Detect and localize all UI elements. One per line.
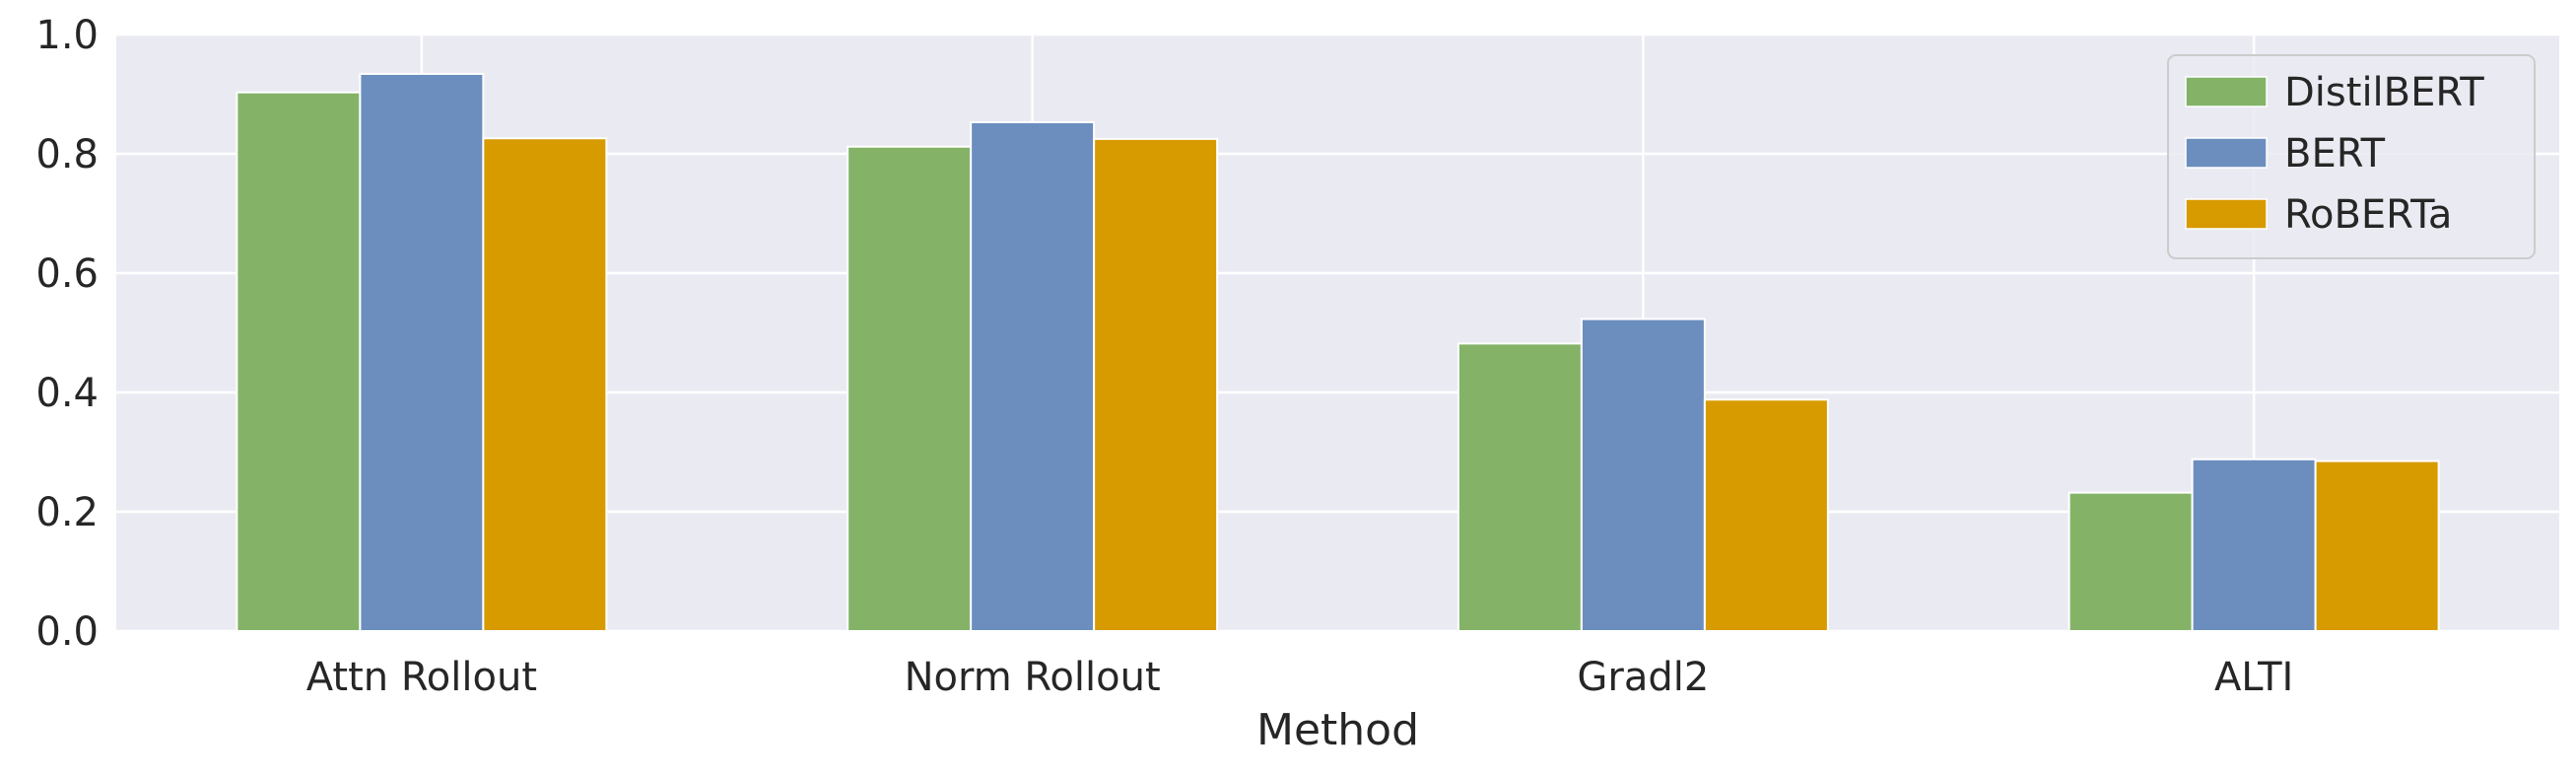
y-tick-label: 0.8 [35, 132, 99, 177]
bars [236, 72, 2440, 633]
bar-roberta-gradl2 [1703, 398, 1829, 633]
y-tick-label: 0.4 [35, 371, 99, 416]
legend-swatch-roberta [2185, 198, 2268, 230]
x-tick-label: Norm Rollout [905, 655, 1161, 700]
bar-distilbert-attn-rollout [236, 91, 362, 632]
bar-bert-norm-rollout [970, 120, 1096, 632]
bar-roberta-attn-rollout [482, 137, 608, 633]
bar-bert-attn-rollout [359, 72, 485, 633]
legend-label-roberta: RoBERTa [2284, 192, 2452, 238]
x-tick-label: Gradl2 [1577, 655, 1709, 700]
y-tick-label: 0.2 [35, 490, 99, 535]
x-axis-label: Method [1256, 705, 1419, 755]
bar-bert-alti [2191, 458, 2317, 633]
bar-distilbert-norm-rollout [847, 145, 973, 633]
y-tick-label: 0.0 [35, 609, 99, 655]
y-tick-label: 1.0 [35, 13, 99, 58]
legend-label-distilbert: DistilBERT [2284, 70, 2484, 115]
legend-label-bert: BERT [2284, 131, 2386, 177]
legend-swatch-distilbert [2185, 76, 2268, 107]
legend: DistilBERT BERT RoBERTa [2167, 54, 2536, 259]
x-tick-label: ALTI [2214, 655, 2293, 700]
bar-bert-gradl2 [1580, 318, 1706, 632]
legend-swatch-bert [2185, 137, 2268, 169]
bar-distilbert-alti [2068, 491, 2194, 633]
y-tick-label: 0.6 [35, 251, 99, 297]
x-axis-ticks: Attn Rollout Norm Rollout Gradl2 ALTI [306, 655, 2294, 700]
y-axis-ticks: 0.0 0.2 0.4 0.6 0.8 1.0 [35, 13, 99, 655]
bar-roberta-alti [2314, 460, 2440, 633]
bar-distilbert-gradl2 [1457, 342, 1583, 632]
bar-roberta-norm-rollout [1093, 137, 1219, 632]
x-tick-label: Attn Rollout [306, 655, 537, 700]
